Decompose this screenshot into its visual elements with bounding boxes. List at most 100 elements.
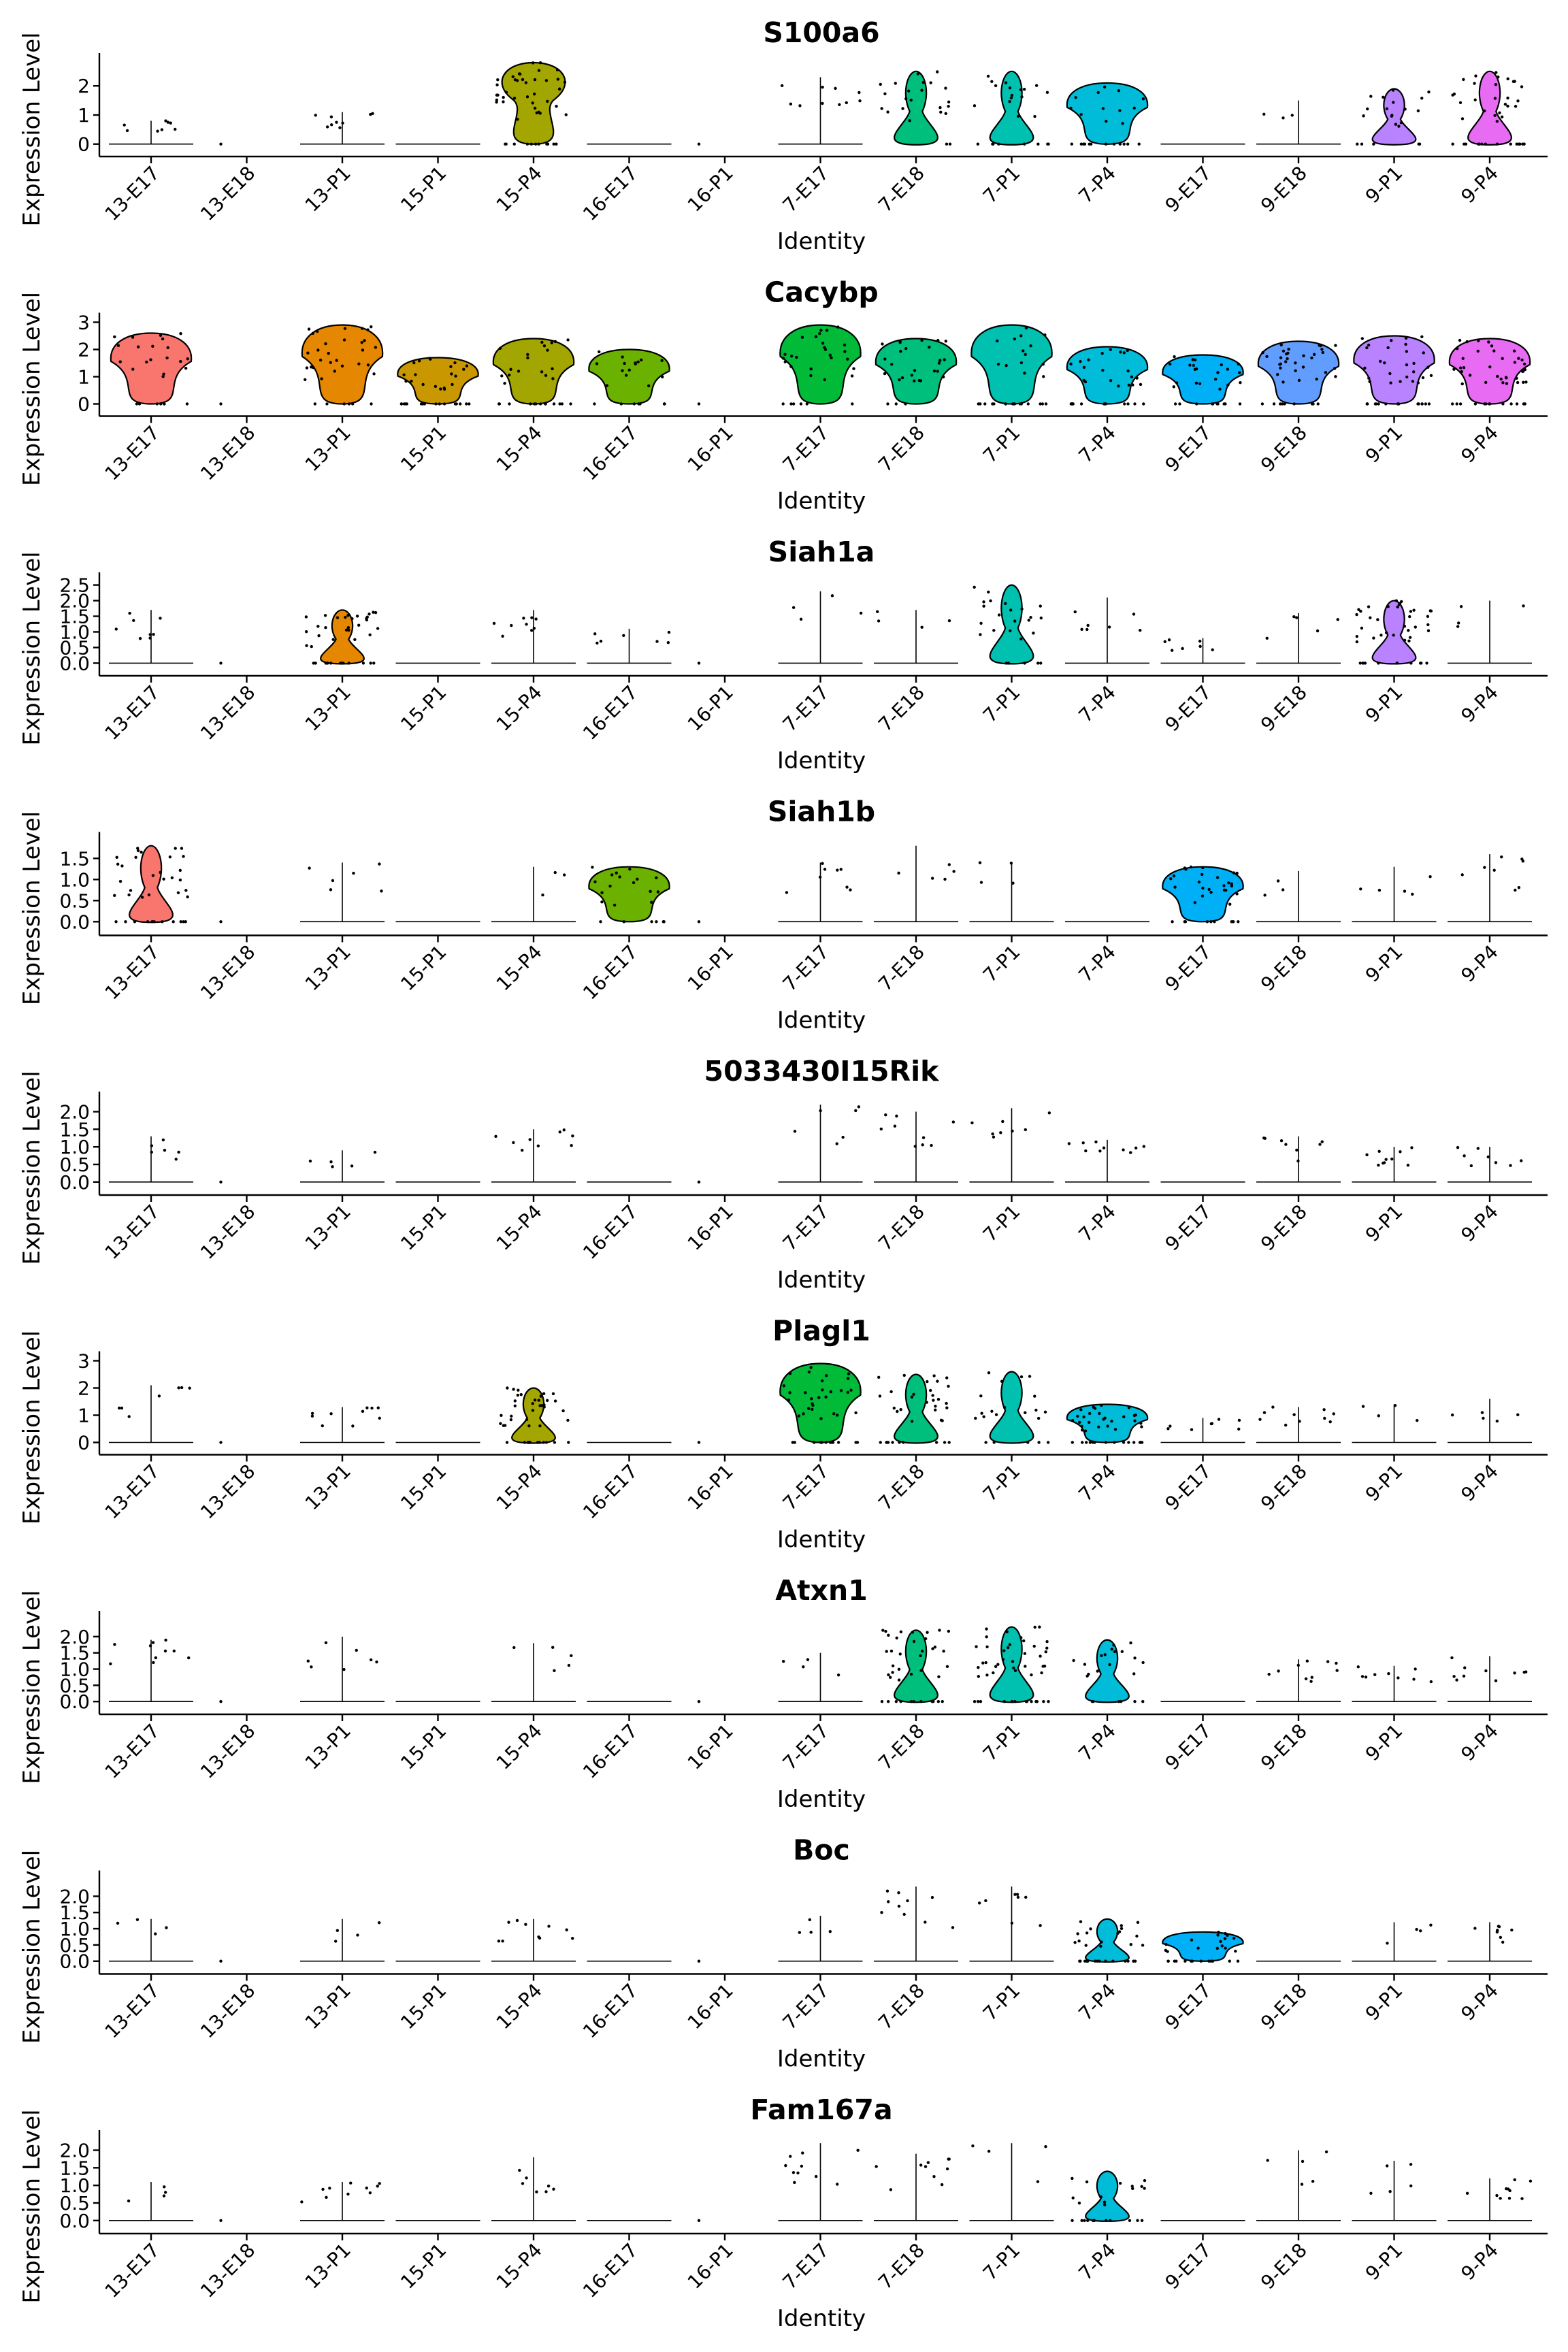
- data-point: [804, 1391, 807, 1394]
- data-point: [850, 374, 854, 378]
- data-point: [182, 855, 185, 858]
- data-point: [361, 327, 364, 330]
- data-point: [1073, 1941, 1077, 1944]
- data-point: [306, 1659, 310, 1663]
- x-tick-label: 15-P1: [396, 162, 451, 216]
- data-point: [1006, 1646, 1010, 1650]
- data-point: [1428, 875, 1432, 879]
- data-point: [1363, 366, 1367, 370]
- violin-7-E18: [894, 1629, 938, 1703]
- data-point: [807, 1370, 811, 1374]
- data-point: [342, 402, 346, 406]
- data-point: [936, 70, 939, 74]
- data-point: [1023, 372, 1026, 375]
- data-point: [219, 1441, 223, 1444]
- data-point: [1215, 1946, 1219, 1950]
- data-point: [1483, 402, 1486, 406]
- violin-15-P1: [397, 357, 479, 405]
- data-point: [1020, 607, 1024, 611]
- x-tick-label: 15-P1: [396, 1200, 451, 1255]
- data-point: [1039, 1654, 1042, 1658]
- x-tick-label: 7-E17: [779, 1200, 834, 1256]
- data-point: [510, 1414, 513, 1418]
- data-point: [780, 84, 784, 88]
- data-point: [1386, 346, 1390, 350]
- x-tick-label: 7-P4: [1074, 1460, 1120, 1506]
- data-point: [504, 91, 508, 94]
- data-point: [115, 855, 118, 860]
- data-point: [1409, 2184, 1413, 2188]
- data-point: [1322, 1408, 1326, 1411]
- data-point: [159, 617, 162, 620]
- data-point: [114, 627, 118, 631]
- y-tick-label: 0.5: [59, 636, 90, 659]
- data-point: [555, 104, 558, 108]
- data-point: [310, 1665, 313, 1669]
- data-point: [1078, 1959, 1081, 1963]
- data-point: [805, 402, 808, 406]
- data-point: [551, 1646, 555, 1649]
- x-axis-label: Identity: [777, 1007, 866, 1034]
- data-point: [1529, 2179, 1533, 2183]
- data-point: [117, 1406, 121, 1410]
- data-point: [886, 1441, 889, 1444]
- x-tick-label: 13-E17: [101, 1200, 164, 1264]
- data-point: [166, 120, 170, 124]
- data-point: [787, 1399, 791, 1402]
- data-point: [977, 1666, 980, 1669]
- x-tick-label: 7-P4: [1074, 1720, 1120, 1766]
- data-point: [368, 633, 372, 637]
- data-point: [971, 2144, 975, 2148]
- data-point: [350, 1164, 354, 1168]
- data-point: [1231, 920, 1235, 924]
- data-point: [1324, 2150, 1328, 2154]
- data-point: [1415, 1927, 1418, 1931]
- data-point: [891, 1664, 895, 1668]
- data-point: [1406, 1163, 1410, 1167]
- data-point: [378, 862, 381, 866]
- data-point: [1367, 343, 1371, 347]
- data-point: [622, 920, 625, 924]
- data-point: [1217, 1930, 1220, 1934]
- x-tick-label: 7-E18: [874, 421, 929, 476]
- x-tick-label: 7-E18: [874, 162, 929, 217]
- x-tick-label: 9-P1: [1361, 421, 1407, 468]
- data-point: [553, 1441, 557, 1444]
- data-point: [1093, 1959, 1097, 1963]
- data-point: [992, 402, 996, 406]
- data-point: [821, 101, 824, 105]
- data-point: [1102, 1146, 1106, 1149]
- x-tick-label: 9-P4: [1456, 421, 1503, 468]
- data-point: [899, 1700, 902, 1703]
- data-point: [898, 1652, 902, 1656]
- data-point: [1427, 402, 1431, 406]
- data-point: [177, 1386, 180, 1390]
- data-point: [1294, 361, 1297, 365]
- data-point: [1377, 1414, 1380, 1418]
- data-point: [1109, 2219, 1112, 2223]
- data-point: [366, 328, 370, 331]
- data-point: [1515, 142, 1518, 146]
- data-point: [154, 1932, 157, 1936]
- violin-9-E17: [1162, 354, 1244, 405]
- x-axis-label: Identity: [777, 1526, 866, 1554]
- data-point: [836, 2183, 839, 2186]
- data-point: [370, 1406, 374, 1410]
- data-point: [856, 2149, 860, 2152]
- data-point: [468, 402, 471, 406]
- data-point: [1355, 612, 1358, 617]
- data-point: [352, 871, 355, 875]
- data-point: [1139, 1422, 1143, 1425]
- data-point: [1045, 1646, 1049, 1650]
- data-point: [909, 1700, 913, 1703]
- data-point: [1044, 1650, 1048, 1654]
- data-point: [1292, 615, 1296, 619]
- data-point: [317, 634, 321, 638]
- data-point: [1126, 348, 1129, 353]
- data-point: [1310, 356, 1313, 360]
- data-point: [1377, 888, 1382, 892]
- data-point: [134, 855, 137, 860]
- data-point: [1133, 1656, 1137, 1660]
- data-point: [1355, 634, 1359, 638]
